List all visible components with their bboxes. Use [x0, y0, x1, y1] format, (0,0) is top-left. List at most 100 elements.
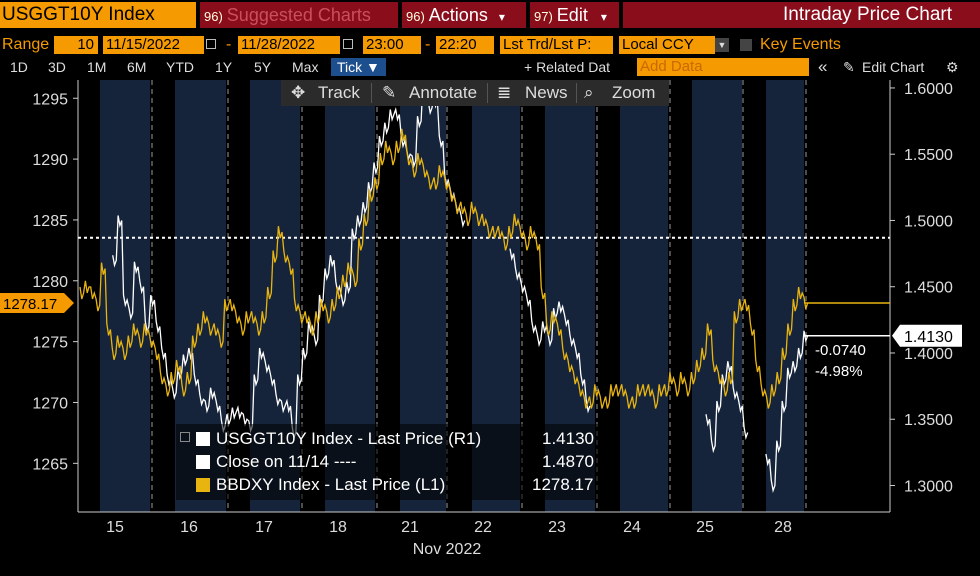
change-value-label: -0.0740	[815, 342, 866, 359]
gear-icon[interactable]: ⚙	[946, 59, 959, 75]
right-tick-label: 1.5500	[904, 147, 953, 164]
suggested-charts-button[interactable]: 96) Suggested Charts	[200, 2, 398, 28]
period-1m[interactable]: 1M	[87, 59, 107, 75]
crosshair-icon[interactable]: ✥	[291, 83, 306, 102]
x-tick-label: 23	[548, 519, 566, 536]
edit-chart-button[interactable]: Edit Chart	[862, 59, 925, 75]
period-max[interactable]: Max	[292, 59, 319, 75]
period-1y[interactable]: 1Y	[215, 59, 233, 75]
end-time-field[interactable]: 22:20	[436, 36, 494, 54]
magnifier-icon[interactable]: ⌕	[584, 83, 594, 102]
chart-toolbar: ✥ Track ✎ Annotate ≣ News ⌕ Zoom	[281, 80, 669, 106]
calendar-icon[interactable]	[206, 39, 216, 49]
left-tick-label: 1280	[32, 274, 68, 291]
time-dash: -	[425, 36, 431, 53]
left-tick-label: 1275	[32, 335, 68, 352]
start-date-field[interactable]: 11/15/2022	[103, 36, 204, 54]
legend-item: BBDXY Index - Last Price (L1) 1278.17	[196, 474, 596, 496]
zoom-button[interactable]: Zoom	[612, 83, 656, 102]
start-time-field[interactable]: 23:00	[363, 36, 421, 54]
legend-name: USGGT10Y Index - Last Price (R1)	[216, 429, 482, 448]
x-tick-label: 22	[474, 519, 492, 536]
actions-caret-icon: ▾	[498, 10, 505, 24]
period-6m[interactable]: 6M	[127, 59, 147, 75]
left-tick-label: 1265	[32, 456, 68, 473]
series-line-usggt10y	[509, 248, 591, 414]
period-5y[interactable]: 5Y	[254, 59, 272, 75]
actions-label: Actions	[428, 5, 488, 25]
session-band	[692, 80, 742, 512]
last-value-label-right: 1.4130	[904, 329, 953, 346]
period-bar: 1D 3D 1M 6M YTD 1Y 5Y Max Tick ▼ + Relat…	[0, 58, 980, 76]
toolbar-divider	[487, 83, 488, 103]
x-tick-label: 15	[106, 519, 124, 536]
x-tick-label: 17	[255, 519, 273, 536]
x-tick-label: 25	[696, 519, 714, 536]
key-events-label: Key Events	[760, 36, 841, 53]
track-button[interactable]: Track	[318, 83, 360, 102]
legend-item: Close on 11/14 ---- 1.4870	[196, 451, 596, 473]
tick-select[interactable]: Tick ▼	[331, 58, 386, 76]
ticker-field[interactable]: USGGT10Y Index	[0, 2, 196, 28]
last-value-label-left: 1278.17	[3, 296, 57, 313]
period-3d[interactable]: 3D	[48, 59, 66, 75]
pencil-icon[interactable]: ✎	[382, 83, 397, 102]
legend-toggle-icon[interactable]	[180, 432, 190, 442]
x-tick-label: 24	[623, 519, 641, 536]
x-axis-label: Nov 2022	[413, 541, 482, 558]
last-value-tag-left	[0, 293, 74, 314]
date-dash: -	[226, 36, 232, 53]
intraday-chart[interactable]: 1295 1290 1285 1280 1275 1270 1265 1.6000 1.5500…	[0, 76, 980, 576]
chart-legend: USGGT10Y Index - Last Price (R1) 1.4130 …	[176, 424, 608, 500]
right-tick-label: 1.6000	[904, 81, 953, 98]
price-type-select[interactable]: Lst Trd/Lst P:	[500, 36, 613, 54]
legend-name: Close on 11/14 ----	[216, 452, 357, 471]
end-date-field[interactable]: 11/28/2022	[238, 36, 340, 54]
actions-num: 96)	[406, 9, 425, 24]
period-1d[interactable]: 1D	[10, 59, 28, 75]
legend-swatch	[196, 478, 210, 492]
right-tick-label: 1.3500	[904, 412, 953, 429]
change-percent-label: -4.98%	[815, 363, 863, 380]
x-tick-label: 16	[180, 519, 198, 536]
legend-swatch	[196, 432, 210, 446]
last-value-tag-right	[892, 324, 962, 347]
chevron-down-icon[interactable]: ▼	[715, 38, 729, 52]
currency-select[interactable]: Local CCY	[619, 36, 715, 54]
series-line-usggt10y	[705, 361, 749, 454]
toolbar-divider	[576, 83, 577, 103]
series-line-bbdxy	[79, 128, 809, 409]
key-events-checkbox[interactable]	[740, 39, 752, 51]
right-tick-label: 1.3000	[904, 478, 953, 495]
collapse-icon[interactable]: «	[818, 57, 828, 76]
add-data-input[interactable]: Add Data	[637, 58, 809, 76]
actions-button[interactable]: 96) Actions ▾	[402, 2, 526, 28]
edit-label: Edit	[556, 5, 588, 25]
annotate-button[interactable]: Annotate	[409, 83, 478, 102]
left-tick-label: 1285	[32, 213, 68, 230]
left-tick-label: 1290	[32, 152, 68, 169]
x-tick-label: 28	[774, 519, 792, 536]
range-controls: Range 10 11/15/2022 - 11/28/2022 23:00 -…	[0, 34, 980, 56]
related-data-button[interactable]: + Related Dat	[524, 59, 610, 75]
suggested-num: 96)	[204, 9, 223, 24]
news-icon[interactable]: ≣	[497, 83, 512, 102]
legend-item: USGGT10Y Index - Last Price (R1) 1.4130	[196, 428, 596, 450]
session-band	[620, 80, 668, 512]
chart-title: Intraday Price Chart	[623, 2, 980, 28]
calendar-icon[interactable]	[343, 39, 353, 49]
news-button[interactable]: News	[525, 83, 568, 102]
range-label: Range	[2, 36, 50, 53]
x-tick-label: 21	[401, 519, 419, 536]
pencil-icon: ✎	[843, 59, 855, 75]
range-value-field[interactable]: 10	[54, 36, 98, 54]
legend-name: BBDXY Index - Last Price (L1)	[216, 475, 446, 494]
suggested-label: Suggested Charts	[226, 5, 371, 25]
legend-swatch	[196, 455, 210, 469]
legend-value: 1.4130	[542, 429, 594, 448]
toolbar-divider	[371, 83, 372, 103]
right-tick-label: 1.5000	[904, 213, 953, 230]
period-ytd[interactable]: YTD	[166, 59, 194, 75]
session-band	[100, 80, 150, 512]
edit-button[interactable]: 97) Edit ▾	[530, 2, 619, 28]
